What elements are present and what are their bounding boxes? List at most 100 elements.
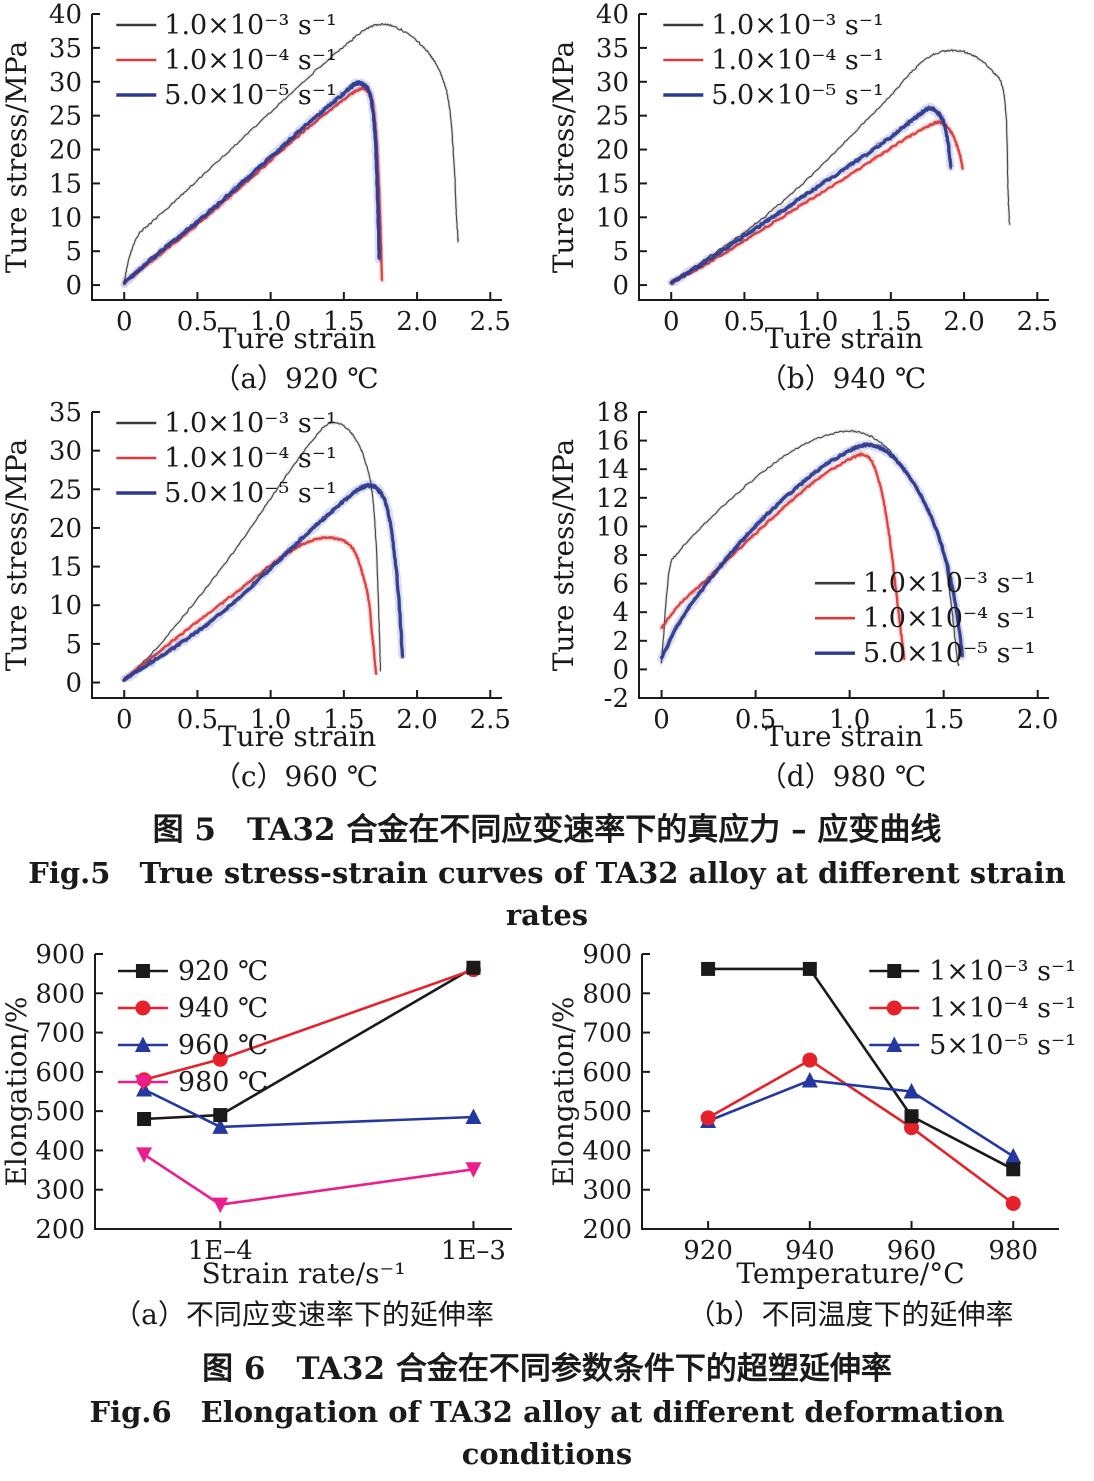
y-tick-label: 5 bbox=[65, 237, 82, 267]
fig5-chart-b-subcaption: （b）940 ℃ bbox=[758, 362, 927, 395]
x-tick-label: 960 bbox=[887, 1236, 937, 1266]
legend-item: 1×10⁻⁴ s⁻¹ bbox=[869, 993, 1076, 1024]
legend-label: 920 ℃ bbox=[178, 956, 268, 987]
y-tick-label: 900 bbox=[582, 942, 632, 970]
legend-item: 1.0×10⁻³ s⁻¹ bbox=[116, 10, 337, 41]
series-markers-1×10⁻³ s⁻¹ bbox=[701, 961, 1021, 1177]
x-tick-label: 0.5 bbox=[735, 705, 776, 735]
triangle-up-marker bbox=[134, 1036, 151, 1052]
legend-item: 960 ℃ bbox=[117, 1030, 268, 1061]
circle-marker bbox=[212, 1051, 228, 1067]
square-marker bbox=[802, 961, 817, 976]
fig6-chart-a-subcaption: （a）不同应变速率下的延伸率 bbox=[113, 1298, 494, 1331]
axes: 920 940 960 980 200 300 400 500 600 700 800 900 Temp… bbox=[547, 942, 1059, 1290]
curve-5.0×10⁻⁵ s⁻¹ bbox=[120, 78, 384, 289]
triangle-up-marker bbox=[801, 1072, 818, 1088]
curve-5.0×10⁻⁵ s⁻¹ bbox=[657, 439, 967, 663]
legend-item: 1.0×10⁻³ s⁻¹ bbox=[116, 408, 337, 439]
y-tick-label: 10 bbox=[596, 512, 629, 542]
triangle-up-marker bbox=[465, 1108, 482, 1125]
legend-label: 5.0×10⁻⁵ s⁻¹ bbox=[164, 80, 337, 111]
x-tick-label: 980 bbox=[988, 1236, 1038, 1266]
x-tick-label: 1.0 bbox=[250, 307, 291, 337]
y-tick-label: 25 bbox=[49, 475, 82, 505]
legend-label: 940 ℃ bbox=[178, 993, 268, 1024]
legend-label: 1×10⁻³ s⁻¹ bbox=[929, 956, 1076, 987]
fig5-grid: 0 0.5 1.0 1.5 2.0 2.5 0 5 10 15 20 25 30 35 40 Ture str… bbox=[0, 2, 1094, 798]
legend-item: 1.0×10⁻³ s⁻¹ bbox=[815, 568, 1036, 599]
y-tick-label: 10 bbox=[49, 203, 82, 233]
triangle-up-marker bbox=[136, 1081, 153, 1097]
y-tick-label: 700 bbox=[582, 1019, 632, 1049]
x-axis-label: Ture strain bbox=[218, 720, 376, 753]
x-tick-label: 1E–4 bbox=[188, 1236, 253, 1266]
fig5-chart-a-cell: 0 0.5 1.0 1.5 2.0 2.5 0 5 10 15 20 25 30 35 40 Ture str… bbox=[0, 2, 547, 400]
x-tick-label: 2.0 bbox=[396, 705, 437, 735]
y-tick-label: 0 bbox=[612, 655, 629, 685]
legend-label: 1.0×10⁻³ s⁻¹ bbox=[863, 568, 1036, 599]
legend-label: 1.0×10⁻⁴ s⁻¹ bbox=[863, 603, 1036, 634]
series-markers-920 ℃ bbox=[137, 960, 481, 1126]
legend-item: 1.0×10⁻⁴ s⁻¹ bbox=[116, 443, 337, 474]
x-tick-label: 1.0 bbox=[829, 705, 870, 735]
y-axis-label: Ture stress/MPa bbox=[547, 439, 580, 671]
x-tick-label: 0 bbox=[653, 705, 670, 735]
y-axis-label: Ture stress/MPa bbox=[0, 439, 33, 671]
y-tick-label: 14 bbox=[596, 455, 629, 485]
triangle-down-marker bbox=[212, 1197, 229, 1214]
x-tick-label: 0.5 bbox=[177, 307, 218, 337]
fig6-chart-a-cell: 1E–4 1E–3 200 300 400 500 600 700 800 900 Strain r… bbox=[0, 942, 547, 1337]
legend-item: 5.0×10⁻⁵ s⁻¹ bbox=[663, 80, 884, 111]
y-tick-label: 10 bbox=[49, 591, 82, 621]
figure-5-block: 0 0.5 1.0 1.5 2.0 2.5 0 5 10 15 20 25 30 35 40 Ture str… bbox=[0, 2, 1094, 936]
legend-item: 920 ℃ bbox=[117, 956, 268, 987]
legend-item: 1.0×10⁻³ s⁻¹ bbox=[663, 10, 884, 41]
legend-item: 1.0×10⁻⁴ s⁻¹ bbox=[815, 603, 1036, 634]
legend-label: 1.0×10⁻⁴ s⁻¹ bbox=[164, 443, 337, 474]
y-tick-label: 400 bbox=[582, 1136, 632, 1166]
curve-1.0×10⁻⁴ s⁻¹ bbox=[121, 534, 379, 682]
circle-marker bbox=[886, 1000, 902, 1016]
figure-6-block: 1E–4 1E–3 200 300 400 500 600 700 800 900 Strain r… bbox=[0, 942, 1094, 1475]
y-tick-label: 30 bbox=[49, 68, 82, 98]
legend-label: 960 ℃ bbox=[178, 1030, 268, 1061]
legend-label: 1.0×10⁻³ s⁻¹ bbox=[711, 10, 884, 41]
curve-1.0×10⁻³ s⁻¹ bbox=[122, 22, 460, 284]
x-tick-label: 1.5 bbox=[323, 307, 364, 337]
square-marker bbox=[137, 1112, 152, 1126]
y-axis-label: Elongation/% bbox=[0, 996, 33, 1186]
y-tick-label: 500 bbox=[35, 1097, 85, 1127]
y-tick-label: 20 bbox=[49, 136, 82, 166]
y-tick-label: 25 bbox=[596, 102, 629, 132]
x-tick-label: 1.0 bbox=[250, 705, 291, 735]
x-tick-label: 0 bbox=[116, 705, 133, 735]
legend: 1.0×10⁻³ s⁻¹ 1.0×10⁻⁴ s⁻¹ 5.0×10⁻⁵ s⁻¹ bbox=[663, 10, 884, 111]
triangle-down-marker bbox=[134, 1075, 151, 1091]
y-tick-label: 300 bbox=[582, 1176, 632, 1206]
legend-item: 940 ℃ bbox=[117, 993, 268, 1024]
square-marker bbox=[1006, 1162, 1021, 1177]
y-tick-label: 12 bbox=[596, 484, 629, 514]
fig6-chart-b-cell: 920 940 960 980 200 300 400 500 600 700 800 900 Temp… bbox=[547, 942, 1094, 1337]
x-axis-label: Ture strain bbox=[765, 720, 923, 753]
fig5-caption: 图 5 TA32 合金在不同应变速率下的真应力 – 应变曲线 Fig.5 Tru… bbox=[0, 808, 1094, 936]
y-tick-label: 20 bbox=[596, 136, 629, 166]
legend: 920 ℃ 940 ℃ 960 ℃ 980 ℃ bbox=[117, 956, 268, 1098]
legend: 1.0×10⁻³ s⁻¹ 1.0×10⁻⁴ s⁻¹ 5.0×10⁻⁵ s⁻¹ bbox=[116, 408, 337, 509]
square-marker bbox=[135, 964, 150, 978]
x-tick-label: 1.0 bbox=[797, 307, 838, 337]
y-tick-label: 40 bbox=[596, 2, 629, 30]
y-tick-label: 8 bbox=[612, 541, 629, 571]
fig5-chart-a-subcaption: （a）920 ℃ bbox=[212, 362, 379, 395]
square-marker bbox=[701, 961, 716, 976]
y-tick-label: 800 bbox=[35, 979, 85, 1009]
fig5-chart-c-cell: 0 0.5 1.0 1.5 2.0 2.5 0 5 10 15 20 25 30 35 Ture strai… bbox=[0, 400, 547, 798]
y-tick-label: 15 bbox=[49, 169, 82, 199]
fig5-chart-c-canvas: 0 0.5 1.0 1.5 2.0 2.5 0 5 10 15 20 25 30 35 Ture strai… bbox=[0, 400, 511, 753]
